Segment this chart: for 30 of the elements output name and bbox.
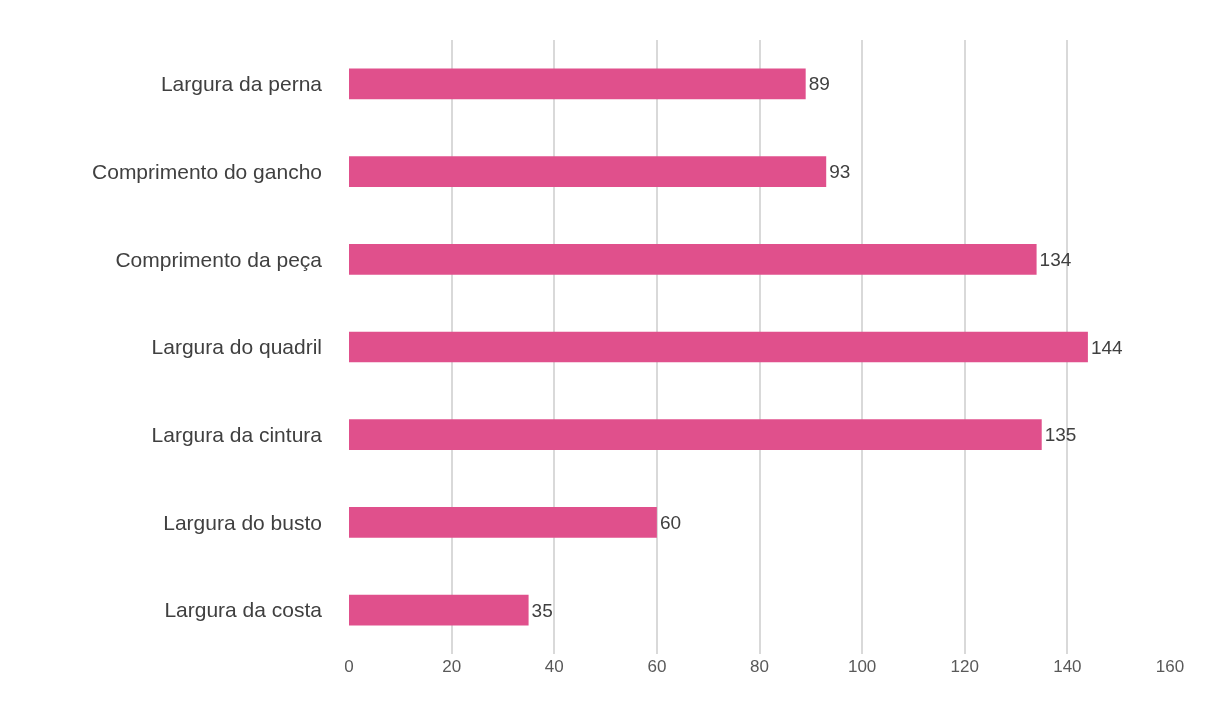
x-tick-label: 100 — [847, 657, 877, 676]
data-label: 89 — [808, 73, 830, 95]
x-tick-label: 160 — [1155, 657, 1185, 676]
x-tick-label: 80 — [750, 657, 769, 676]
y-tick-label: Comprimento do gancho — [92, 159, 322, 183]
data-label: 134 — [1039, 248, 1072, 270]
y-tick-label: Largura do busto — [163, 510, 322, 534]
y-tick-label: Largura da cintura — [151, 423, 323, 447]
x-tick-label: 40 — [544, 657, 564, 676]
data-label: 35 — [531, 599, 553, 621]
data-label: 93 — [829, 161, 851, 183]
bar — [349, 507, 657, 538]
bar — [349, 331, 1088, 363]
data-label: 144 — [1090, 336, 1124, 358]
data-label: 135 — [1044, 424, 1077, 446]
x-tick-label: 60 — [647, 657, 667, 676]
bar — [349, 156, 827, 187]
y-tick-label: Largura do quadril — [151, 335, 322, 359]
y-tick-label: Largura da perna — [160, 72, 323, 96]
x-tick-label: 20 — [442, 657, 462, 676]
bar — [349, 594, 529, 626]
y-tick-label: Largura da costa — [164, 598, 323, 622]
x-tick-label: 0 — [344, 657, 354, 676]
bar — [349, 243, 1037, 275]
bar — [349, 419, 1042, 451]
bar — [349, 68, 806, 100]
x-tick-label: 140 — [1053, 657, 1082, 676]
x-tick-label: 120 — [950, 657, 979, 676]
data-label: 60 — [659, 511, 682, 533]
y-tick-label: Comprimento da peça — [115, 247, 323, 271]
